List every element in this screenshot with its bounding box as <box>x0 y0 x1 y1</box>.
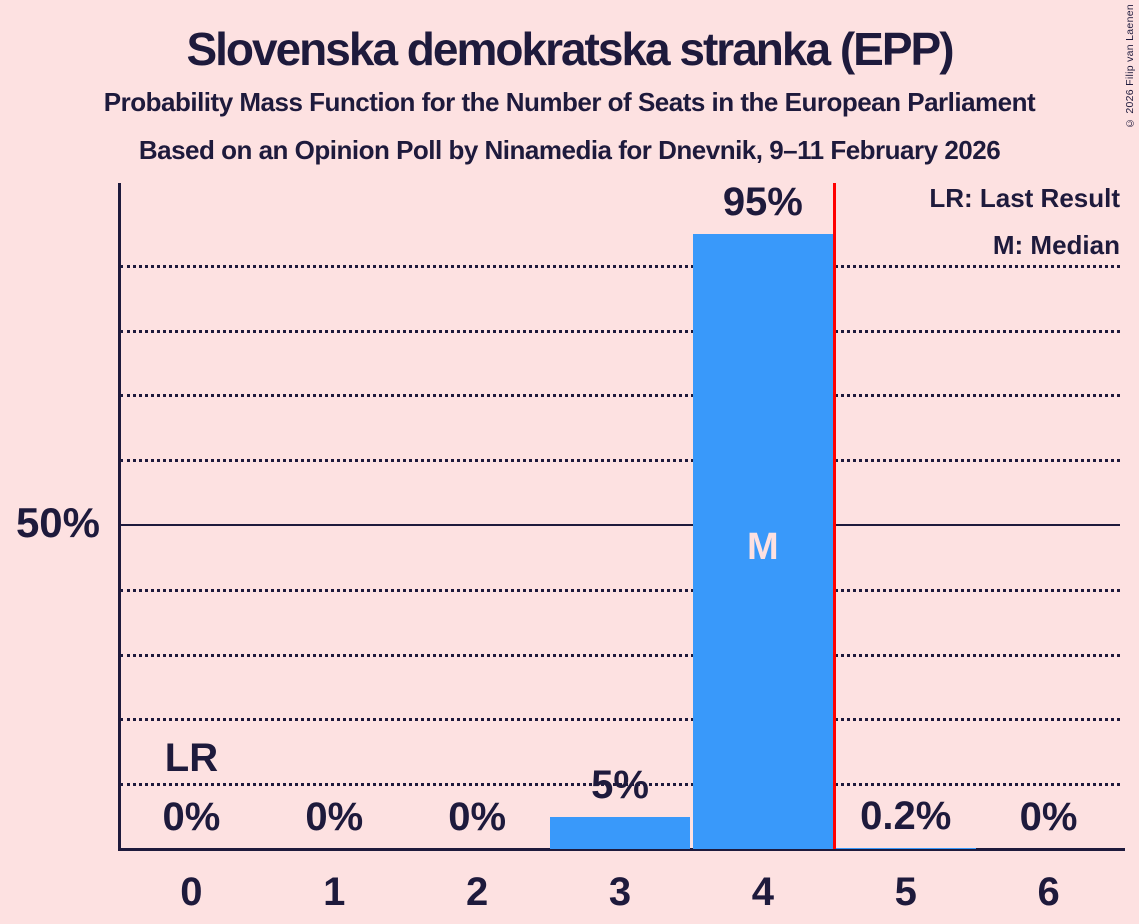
median-annotation: M <box>747 526 779 568</box>
y-axis-tick-50: 50% <box>15 499 100 546</box>
gridline-40pct <box>120 588 1120 592</box>
legend-median: M: Median <box>992 230 1120 260</box>
chart-title: Slovenska demokratska stranka (EPP) <box>186 23 954 75</box>
x-axis-tick-4: 4 <box>751 870 774 914</box>
gridline-20pct <box>120 718 1120 722</box>
gridline-80pct <box>120 329 1120 333</box>
x-axis-tick-0: 0 <box>180 870 203 914</box>
x-axis-tick-1: 1 <box>323 870 346 914</box>
bar-value-label-seat-5: 0.2% <box>860 794 952 838</box>
last-result-annotation: LR <box>164 736 219 780</box>
bar-value-label-seat-6: 0% <box>1019 795 1078 839</box>
legend-last-result: LR: Last Result <box>929 183 1120 213</box>
bar-value-label-seat-2: 0% <box>448 795 507 839</box>
gridline-60pct <box>120 459 1120 463</box>
x-axis-tick-3: 3 <box>608 870 632 914</box>
gridline-70pct <box>120 394 1120 398</box>
gridline-30pct <box>120 653 1120 657</box>
gridline-90pct <box>120 264 1120 268</box>
bar-seat-5 <box>835 848 976 849</box>
gridline-50pct <box>120 524 1120 527</box>
bar-value-label-seat-1: 0% <box>305 795 364 839</box>
copyright-notice: © 2026 Filip van Laenen <box>1124 4 1137 130</box>
x-axis-tick-5: 5 <box>894 870 917 914</box>
gridline-10pct <box>120 783 1120 787</box>
x-axis-tick-6: 6 <box>1037 870 1060 914</box>
bar-value-label-seat-0: 0% <box>162 795 221 839</box>
x-axis-tick-2: 2 <box>466 870 489 914</box>
chart-source-line: Based on an Opinion Poll by Ninamedia fo… <box>138 135 1001 165</box>
bar-seat-4 <box>692 234 833 849</box>
last-result-line <box>833 183 837 849</box>
y-axis-line <box>118 183 121 851</box>
bar-seat-3 <box>550 817 690 849</box>
x-axis-line <box>118 848 1125 851</box>
chart-subtitle: Probability Mass Function for the Number… <box>103 87 1036 117</box>
bar-value-label-seat-4: 95% <box>722 180 803 224</box>
bar-value-label-seat-3: 5% <box>591 763 649 807</box>
